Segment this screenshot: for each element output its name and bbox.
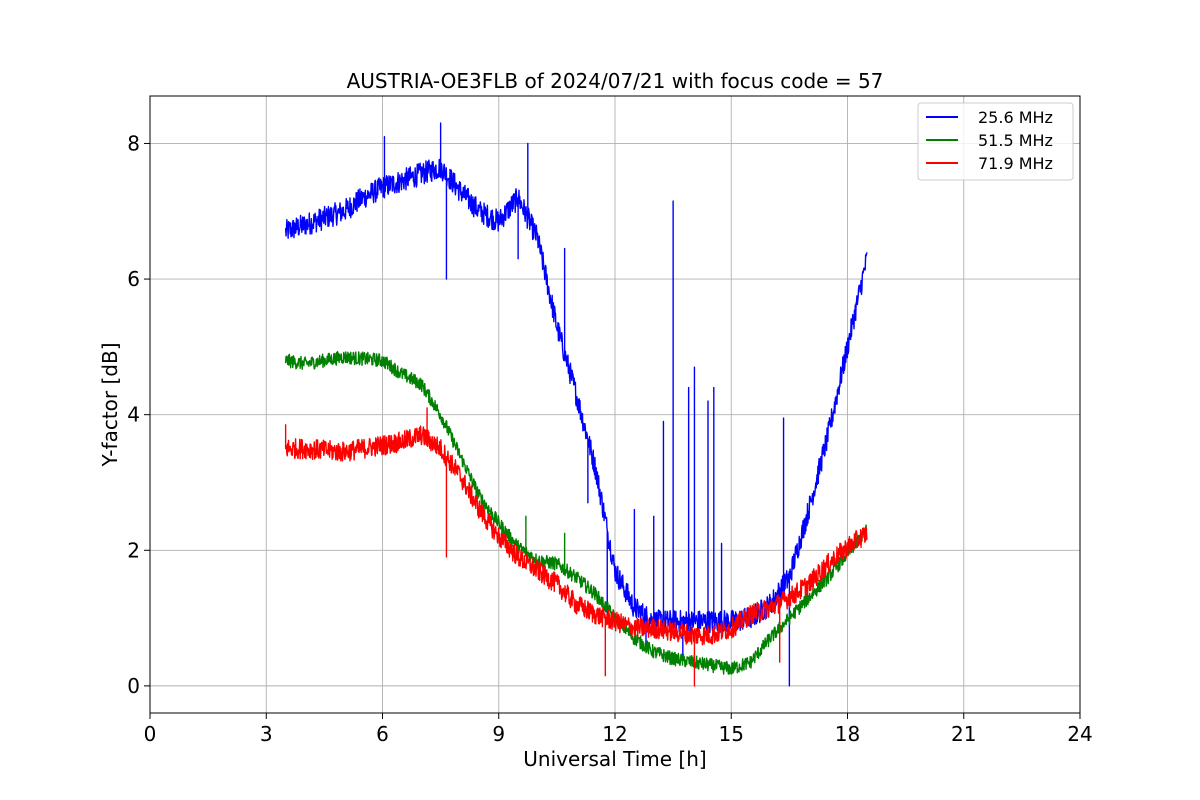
legend-label: 51.5 MHz: [978, 131, 1053, 150]
x-tick-label: 6: [376, 722, 389, 746]
plot-area: [284, 122, 868, 687]
legend-box: [917, 102, 1074, 181]
x-tick-label: 12: [602, 722, 627, 746]
y-tick-label: 8: [127, 131, 140, 155]
series-line-3: [284, 407, 868, 687]
y-tick-label: 6: [127, 267, 140, 291]
y-tick-label: 0: [127, 674, 140, 698]
x-tick-label: 9: [492, 722, 505, 746]
x-tick-label: 15: [719, 722, 744, 746]
x-tick-label: 24: [1067, 722, 1092, 746]
x-tick-label: 18: [835, 722, 860, 746]
legend: 25.6 MHz 51.5 MHz 71.9 MHz: [917, 102, 1074, 181]
x-tick-label: 21: [951, 722, 976, 746]
x-axis-label: Universal Time [h]: [523, 747, 706, 771]
chart-title: AUSTRIA-OE3FLB of 2024/07/21 with focus …: [347, 69, 884, 93]
x-tick-label: 0: [144, 722, 157, 746]
series-line-1: [284, 122, 868, 687]
x-tick-label: 3: [260, 722, 273, 746]
grid: [150, 96, 1080, 713]
y-axis-label: Y-factor [dB]: [98, 342, 122, 467]
series-line-2: [284, 350, 868, 675]
y-tick-label: 4: [127, 403, 140, 427]
y-tick-label: 2: [127, 538, 140, 562]
legend-label: 25.6 MHz: [978, 108, 1053, 127]
legend-label: 71.9 MHz: [978, 154, 1053, 173]
